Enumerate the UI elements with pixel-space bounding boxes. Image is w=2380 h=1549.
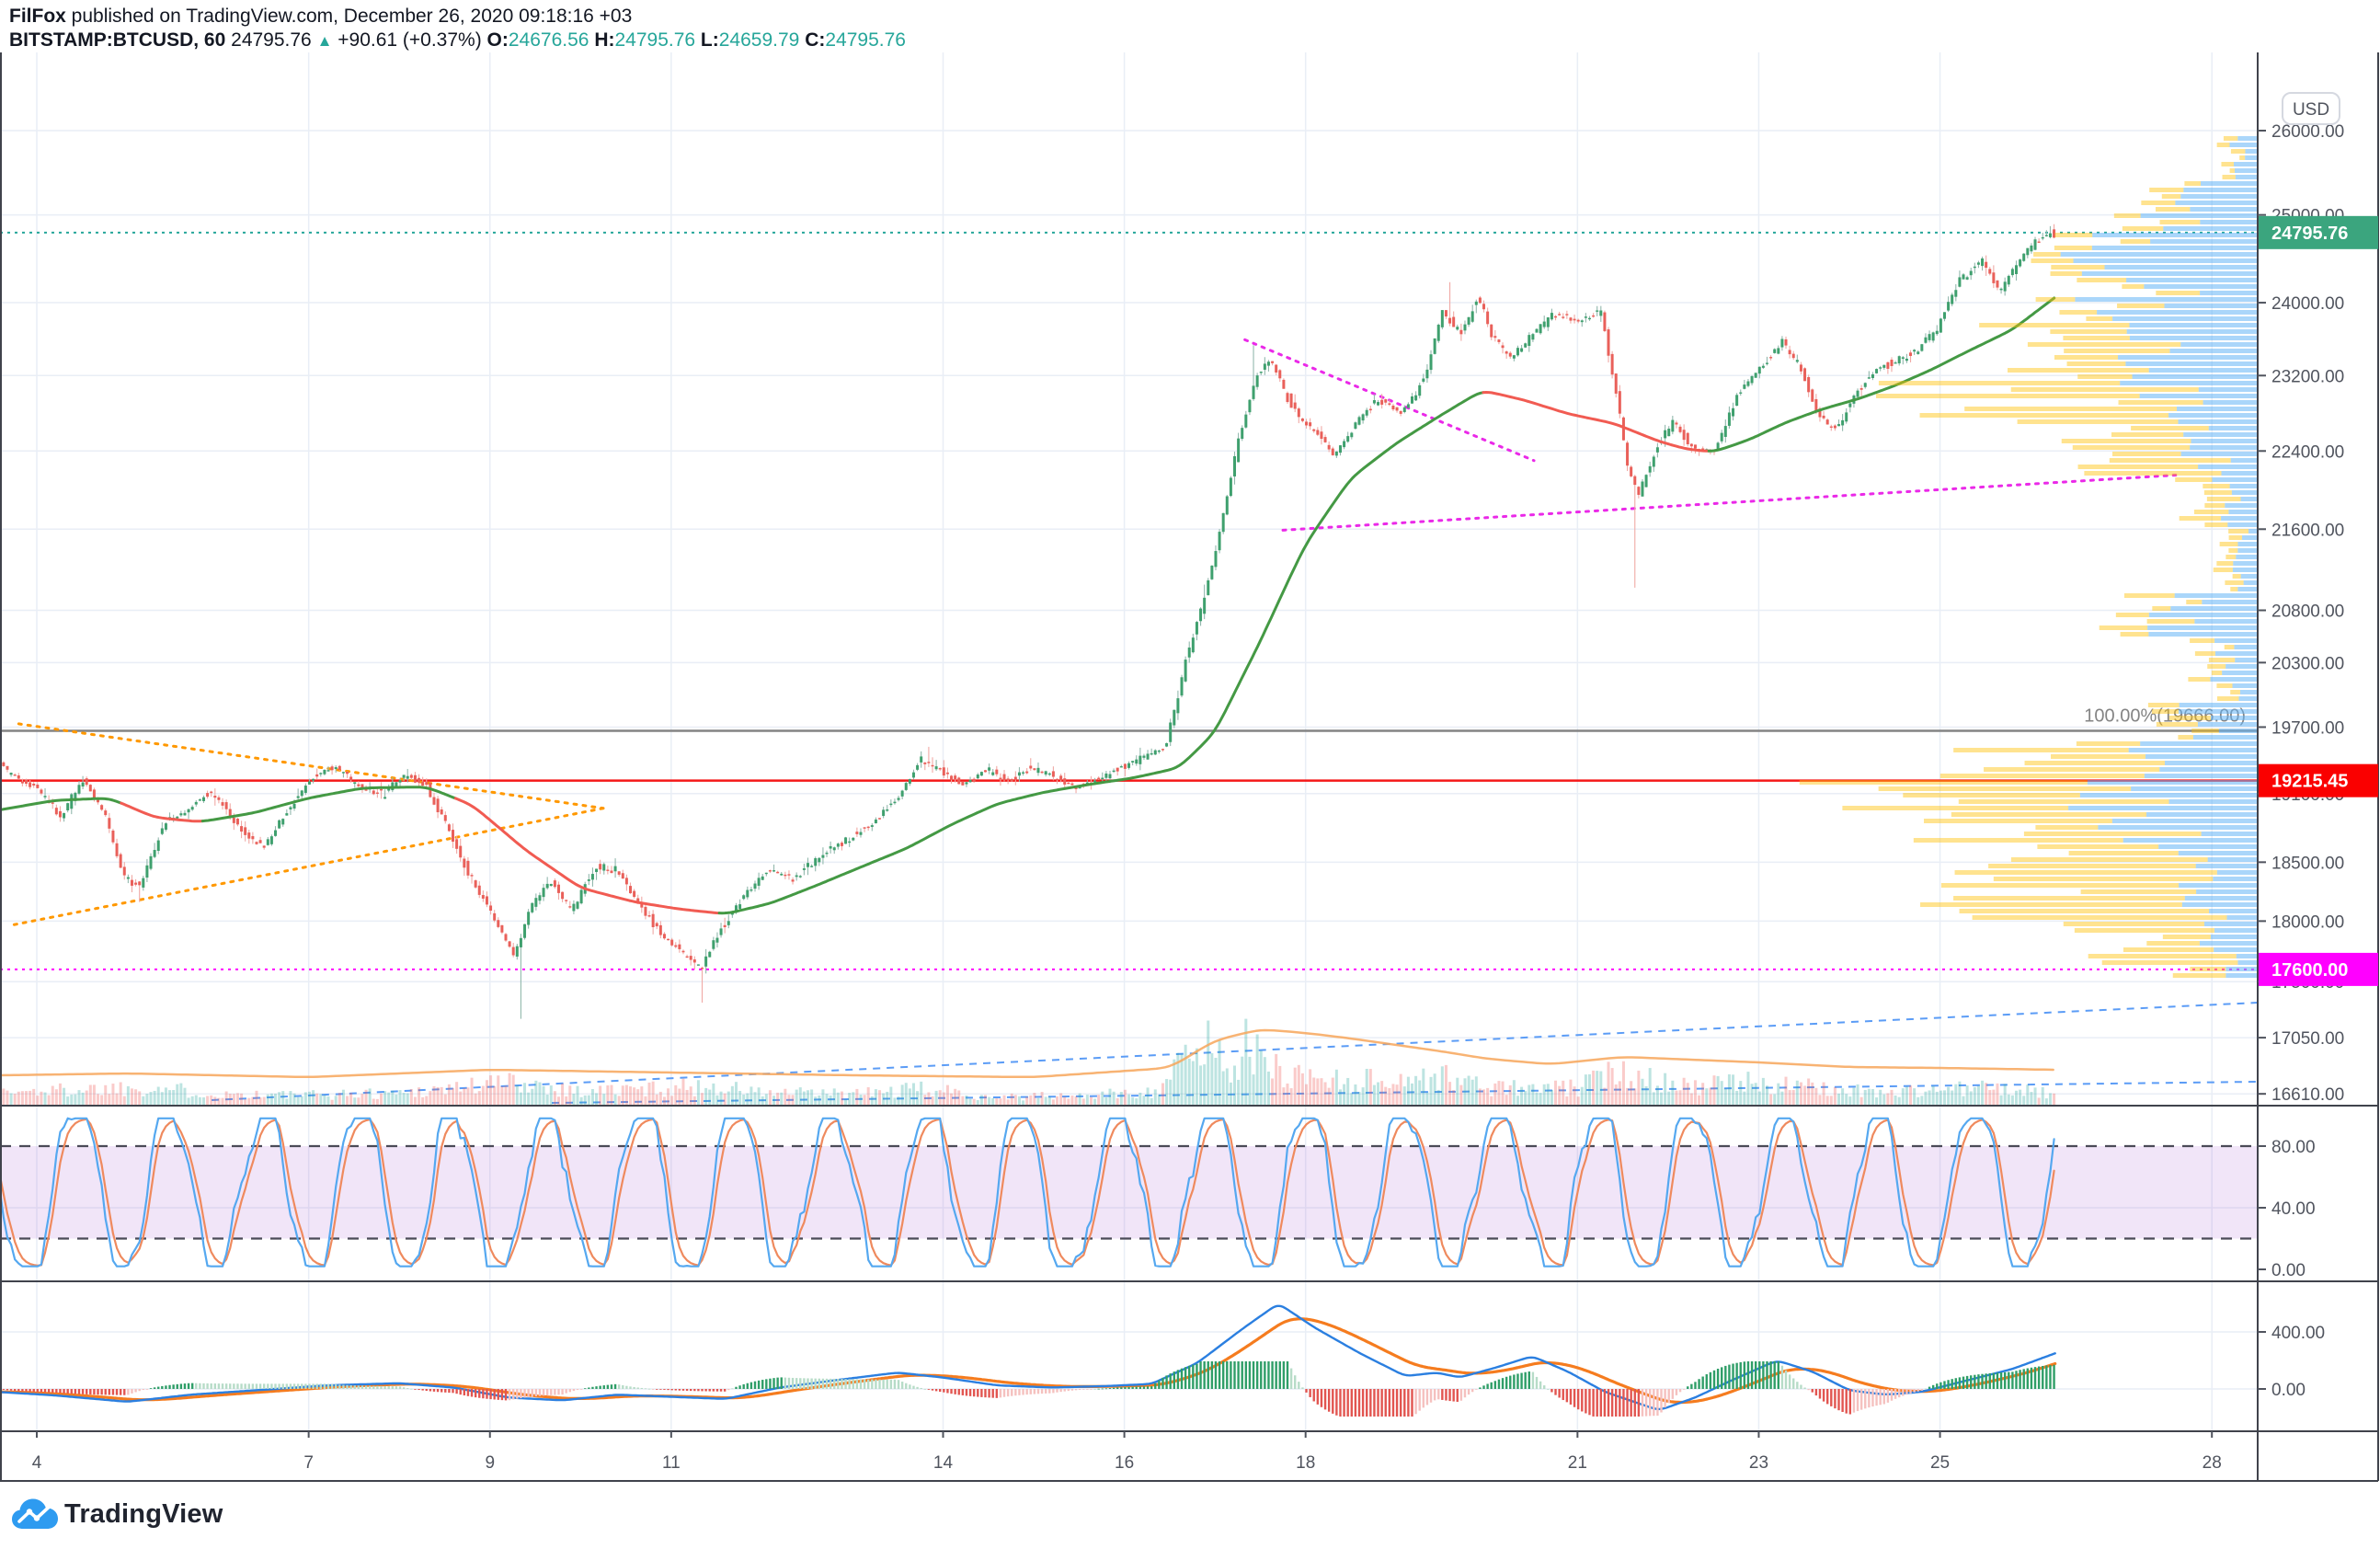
svg-text:22400.00: 22400.00: [2271, 442, 2344, 462]
symbol-line: BITSTAMP:BTCUSD, 60 24795.76 ▲ +90.61 (+…: [9, 29, 906, 53]
svg-text:24795.76: 24795.76: [2271, 224, 2348, 244]
svg-text:25: 25: [1930, 1453, 1950, 1473]
author-name: FilFox: [9, 6, 66, 27]
svg-text:26000.00: 26000.00: [2271, 122, 2344, 142]
macd-histogram: [0, 1361, 2055, 1417]
time-axis[interactable]: 4 7 9 11 14 16 18 21 23 25 28: [32, 1431, 2222, 1473]
volume-profile: [1799, 136, 2258, 978]
high-label: H:: [594, 29, 615, 51]
stochastic-pane[interactable]: [0, 1117, 2258, 1268]
svg-text:0.00: 0.00: [2271, 1381, 2306, 1400]
svg-text:20800.00: 20800.00: [2271, 602, 2344, 621]
close-value: 24795.76: [825, 29, 906, 51]
symbol-title: BITSTAMP:BTCUSD, 60: [9, 29, 226, 51]
svg-text:16610.00: 16610.00: [2271, 1085, 2344, 1105]
svg-text:19215.45: 19215.45: [2271, 772, 2348, 792]
svg-text:18: 18: [1296, 1453, 1315, 1473]
price-levels: [0, 231, 2258, 970]
volume-bars: [0, 1018, 2056, 1105]
svg-text:0.00: 0.00: [2271, 1261, 2306, 1280]
price-change: +90.61 (+0.37%): [338, 29, 482, 51]
published-info: published on TradingView.com, December 2…: [65, 6, 633, 27]
chart-header: FilFox published on TradingView.com, Dec…: [9, 5, 906, 53]
tradingview-logo-icon[interactable]: [11, 1497, 59, 1533]
svg-text:400.00: 400.00: [2271, 1324, 2325, 1343]
footer: TradingView: [0, 1483, 2380, 1549]
low-label: L:: [700, 29, 719, 51]
svg-text:7: 7: [303, 1453, 314, 1473]
last-price-label: [2259, 215, 2378, 249]
up-arrow-icon: ▲: [316, 32, 333, 50]
svg-text:18500.00: 18500.00: [2271, 854, 2344, 873]
svg-text:28: 28: [2203, 1453, 2222, 1473]
svg-text:18000.00: 18000.00: [2271, 912, 2344, 932]
svg-text:16: 16: [1115, 1453, 1134, 1473]
svg-text:24000.00: 24000.00: [2271, 294, 2344, 314]
gridlines: [0, 52, 2258, 1431]
svg-text:20300.00: 20300.00: [2271, 654, 2344, 673]
svg-text:80.00: 80.00: [2271, 1138, 2316, 1157]
svg-text:23200.00: 23200.00: [2271, 367, 2344, 386]
svg-text:17050.00: 17050.00: [2271, 1029, 2344, 1049]
published-line: FilFox published on TradingView.com, Dec…: [9, 5, 906, 29]
high-value: 24795.76: [614, 29, 696, 51]
svg-text:4: 4: [32, 1453, 42, 1473]
svg-text:21: 21: [1568, 1453, 1587, 1473]
support-line-label: [2259, 952, 2378, 986]
last-price: 24795.76: [231, 29, 312, 51]
close-label: C:: [805, 29, 826, 51]
svg-text:19700.00: 19700.00: [2271, 718, 2344, 738]
low-value: 24659.79: [718, 29, 800, 51]
svg-text:17600.00: 17600.00: [2271, 960, 2348, 981]
alert-line-label: [2259, 763, 2378, 797]
moving-average-line: [0, 296, 2056, 915]
svg-text:23: 23: [1749, 1453, 1768, 1473]
open-label: O:: [486, 29, 509, 51]
svg-text:21600.00: 21600.00: [2271, 521, 2344, 540]
candlestick-series: [0, 224, 2056, 1019]
tradingview-logo-text[interactable]: TradingView: [64, 1499, 223, 1529]
svg-text:9: 9: [485, 1453, 495, 1473]
svg-text:40.00: 40.00: [2271, 1199, 2316, 1219]
open-value: 24676.56: [508, 29, 589, 51]
svg-text:14: 14: [933, 1453, 954, 1473]
price-label-boxes: 24795.76 19215.45 17600.00: [2259, 215, 2378, 986]
svg-text:11: 11: [662, 1453, 681, 1473]
panel-borders: [0, 52, 2379, 1482]
currency-button[interactable]: USD: [2282, 92, 2340, 125]
svg-text:USD: USD: [2293, 100, 2329, 120]
